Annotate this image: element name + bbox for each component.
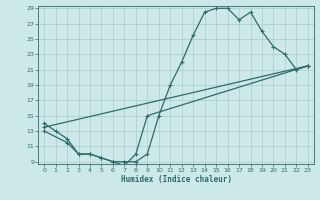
X-axis label: Humidex (Indice chaleur): Humidex (Indice chaleur) [121, 175, 231, 184]
